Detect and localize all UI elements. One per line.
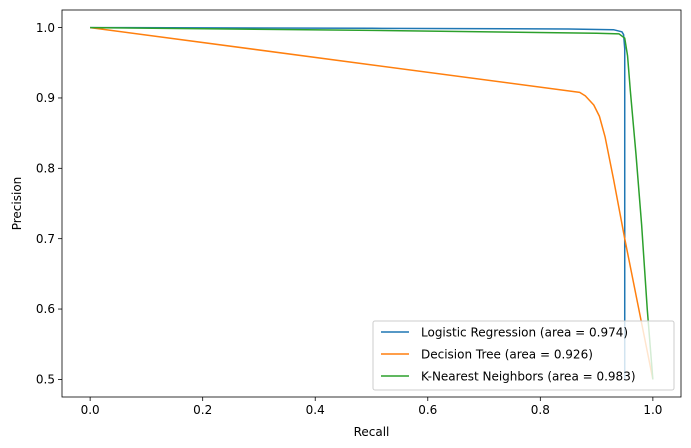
- x-axis: 0.0 0.2 0.4 0.6 0.8 1.0: [81, 397, 662, 417]
- legend: Logistic Regression (area = 0.974) Decisi…: [372, 320, 675, 391]
- y-tick-label: 0.6: [36, 302, 55, 316]
- y-axis-label: Precision: [10, 177, 24, 231]
- x-axis-label: Recall: [354, 425, 390, 439]
- y-tick-label: 0.7: [36, 232, 55, 246]
- series-line-2: [90, 26, 654, 380]
- series-layer: [90, 26, 654, 380]
- legend-label: Logistic Regression (area = 0.974): [421, 326, 628, 340]
- legend-box: [372, 320, 675, 391]
- x-tick-label: 0.6: [418, 403, 437, 417]
- plot-frame: [61, 9, 682, 398]
- x-tick-label: 0.8: [531, 403, 550, 417]
- y-tick-label: 0.5: [36, 373, 55, 387]
- x-tick-label: 0.2: [193, 403, 212, 417]
- y-tick-label: 0.8: [36, 162, 55, 176]
- legend-label: Decision Tree (area = 0.926): [421, 348, 593, 362]
- y-tick-label: 0.9: [36, 91, 55, 105]
- y-tick-label: 1.0: [36, 21, 55, 35]
- series-line-1: [90, 26, 654, 380]
- x-tick-label: 0.4: [306, 403, 325, 417]
- x-tick-label: 1.0: [643, 403, 662, 417]
- legend-label: K-Nearest Neighbors (area = 0.983): [421, 370, 636, 384]
- series-line-0: [90, 26, 626, 380]
- x-tick-label: 0.0: [81, 403, 100, 417]
- y-axis: 0.5 0.6 0.7 0.8 0.9 1.0: [36, 21, 62, 387]
